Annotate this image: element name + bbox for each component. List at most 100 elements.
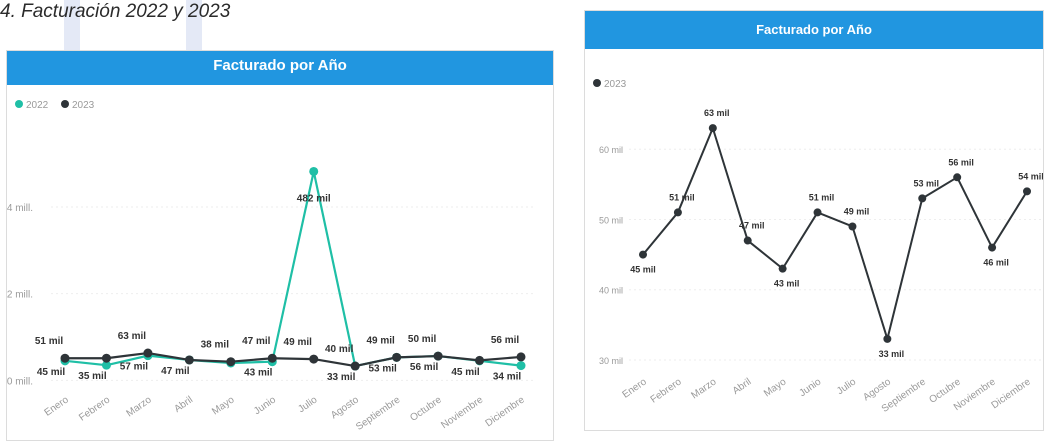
x-tick-label: Abril (731, 376, 754, 396)
data-point (267, 353, 277, 363)
data-label: 43 mil (774, 279, 800, 289)
legend-marker (15, 100, 23, 108)
y-tick-label: 0,0 mill. (7, 376, 33, 387)
data-point (988, 243, 997, 252)
data-point (1023, 187, 1031, 196)
x-tick-label: Mayo (210, 394, 237, 417)
data-point (433, 351, 443, 361)
data-label: 45 mil (37, 367, 66, 378)
data-label: 40 mil (325, 344, 354, 355)
data-label: 51 mil (809, 192, 835, 202)
chart-title: Facturado por Año (585, 11, 1043, 49)
data-label: 46 mil (983, 258, 1009, 268)
x-tick-label: Febrero (649, 376, 684, 405)
data-point (639, 250, 647, 259)
x-tick-label: Octubre (408, 394, 444, 424)
data-label: 47 mil (739, 221, 765, 231)
data-point (184, 355, 194, 365)
legend-marker (61, 100, 69, 108)
data-label: 53 mil (368, 363, 397, 374)
data-point (813, 208, 822, 217)
data-label: 43 mil (244, 368, 273, 379)
x-tick-label: Diciembre (990, 376, 1034, 411)
x-tick-label: Agosto (329, 394, 361, 421)
data-point (743, 236, 752, 245)
data-label: 47 mil (161, 366, 190, 377)
data-label: 35 mil (78, 371, 107, 382)
data-label: 50 mil (408, 334, 437, 345)
data-point (516, 361, 526, 371)
data-label: 51 mil (669, 192, 695, 202)
x-tick-label: Mayo (762, 376, 789, 399)
x-tick-label: Julio (835, 376, 859, 397)
legend-label: 2023 (72, 100, 95, 111)
x-tick-label: Abril (172, 394, 195, 414)
data-label: 57 mil (120, 362, 149, 373)
data-label: 56 mil (491, 335, 520, 346)
data-label: 47 mil (242, 336, 271, 347)
data-point (516, 352, 526, 362)
data-label: 45 mil (451, 367, 480, 378)
data-point (60, 353, 70, 363)
data-label: 33 mil (327, 372, 356, 383)
data-point (143, 348, 153, 358)
data-label: 482 mil (297, 193, 331, 204)
y-tick-label: 60 mil (599, 145, 623, 155)
data-point (309, 354, 319, 364)
x-tick-label: Junio (797, 376, 823, 399)
y-tick-label: 30 mil (599, 356, 623, 366)
data-label: 33 mil (879, 349, 905, 359)
data-label: 56 mil (410, 362, 439, 373)
x-tick-label: Junio (252, 394, 278, 417)
chart-title: Facturado por Año (7, 51, 553, 85)
data-point (226, 357, 236, 367)
data-label: 53 mil (914, 178, 940, 188)
series-line-2023 (65, 351, 522, 368)
x-tick-label: Febrero (77, 394, 112, 423)
data-point (101, 360, 111, 370)
data-label: 56 mil (948, 157, 974, 167)
chart-panel-2023: Facturado por Año 30 mil 40 mil 50 mil 60 m… (584, 10, 1044, 431)
legend-label: 2023 (604, 79, 627, 90)
x-tick-label: Enero (43, 394, 72, 419)
data-point (918, 194, 927, 203)
data-point (673, 208, 682, 217)
data-point (708, 124, 717, 133)
data-label: 49 mil (844, 206, 870, 216)
data-label: 45 mil (630, 265, 656, 275)
data-point (778, 264, 787, 273)
data-point (309, 166, 319, 176)
data-point (883, 334, 892, 343)
data-point (350, 361, 360, 371)
x-tick-label: Marzo (689, 376, 718, 401)
data-point (392, 352, 402, 362)
chart-panel-2022-2023: Facturado por Año 0,0 mill. 0,2 mill. 0,4 … (6, 50, 554, 441)
data-point (475, 355, 485, 365)
data-label: 63 mil (118, 331, 147, 342)
y-tick-label: 0,4 mill. (7, 203, 33, 214)
x-tick-label: Septiembre (354, 394, 403, 433)
series-line-2023 (642, 127, 1028, 340)
data-label: 51 mil (35, 336, 64, 347)
data-point (953, 173, 962, 182)
data-label: 63 mil (704, 108, 730, 118)
x-tick-label: Julio (296, 394, 320, 415)
x-tick-label: Noviembre (439, 394, 485, 431)
x-tick-label: Marzo (125, 394, 154, 419)
x-tick-label: Diciembre (484, 394, 528, 429)
y-tick-label: 0,2 mill. (7, 290, 33, 301)
data-point (101, 353, 111, 363)
data-label: 49 mil (366, 335, 395, 346)
x-tick-label: Enero (621, 376, 650, 401)
y-tick-label: 50 mil (599, 215, 623, 225)
data-label: 38 mil (201, 340, 230, 351)
data-label: 49 mil (284, 337, 313, 348)
legend-marker (593, 79, 601, 87)
data-point (848, 222, 857, 231)
line-chart-2023: 30 mil 40 mil 50 mil 60 mil Enero Febrero Marz… (593, 79, 1044, 415)
y-tick-label: 40 mil (599, 286, 623, 296)
data-label: 54 mil (1018, 171, 1044, 181)
legend-label: 2022 (26, 100, 49, 111)
page-heading: 4. Facturación 2022 y 2023 (0, 1, 231, 22)
